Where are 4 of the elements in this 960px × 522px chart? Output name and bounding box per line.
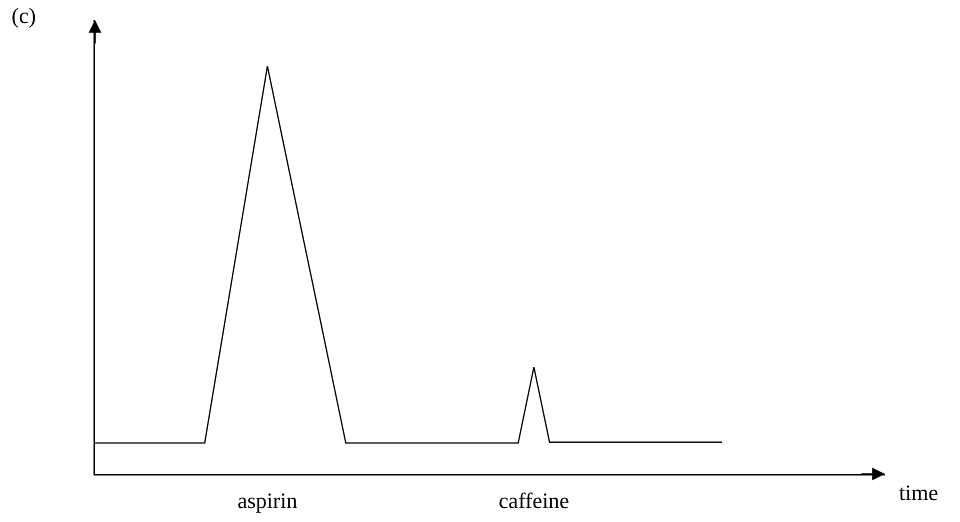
x-tick-label: aspirin [237, 488, 298, 513]
x-tick-label: caffeine [498, 488, 570, 513]
chart-title: (c) [12, 3, 36, 28]
text: time [899, 480, 938, 505]
